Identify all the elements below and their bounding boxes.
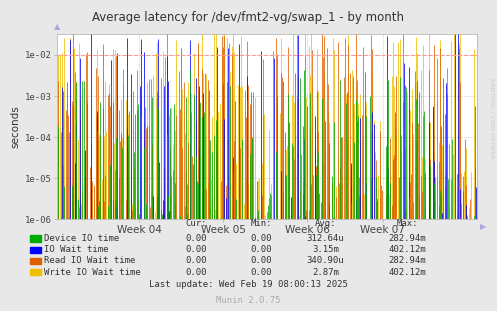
Text: 0.00: 0.00 — [250, 234, 272, 243]
Text: 0.00: 0.00 — [185, 245, 207, 254]
Text: ▶: ▶ — [480, 222, 487, 231]
Text: 2.87m: 2.87m — [312, 268, 339, 276]
Text: Last update: Wed Feb 19 08:00:13 2025: Last update: Wed Feb 19 08:00:13 2025 — [149, 280, 348, 289]
Text: IO Wait time: IO Wait time — [44, 245, 108, 254]
Y-axis label: seconds: seconds — [10, 105, 20, 148]
Text: 312.64u: 312.64u — [307, 234, 344, 243]
Text: 0.00: 0.00 — [250, 257, 272, 265]
Text: Cur:: Cur: — [185, 219, 207, 228]
Text: 3.15m: 3.15m — [312, 245, 339, 254]
Text: Average latency for /dev/fmt2-vg/swap_1 - by month: Average latency for /dev/fmt2-vg/swap_1 … — [92, 11, 405, 24]
Text: 0.00: 0.00 — [185, 268, 207, 276]
Text: 402.12m: 402.12m — [389, 245, 426, 254]
Text: Read IO Wait time: Read IO Wait time — [44, 257, 135, 265]
Text: RRDTOOL / TOBI OETIKER: RRDTOOL / TOBI OETIKER — [490, 78, 495, 159]
Text: Device IO time: Device IO time — [44, 234, 119, 243]
Text: 0.00: 0.00 — [250, 245, 272, 254]
Text: 402.12m: 402.12m — [389, 268, 426, 276]
Text: Max:: Max: — [397, 219, 418, 228]
Text: Avg:: Avg: — [315, 219, 336, 228]
Text: 0.00: 0.00 — [185, 257, 207, 265]
Text: Min:: Min: — [250, 219, 272, 228]
Text: Write IO Wait time: Write IO Wait time — [44, 268, 141, 276]
Text: 282.94m: 282.94m — [389, 234, 426, 243]
Text: ▲: ▲ — [54, 22, 61, 31]
Text: 0.00: 0.00 — [250, 268, 272, 276]
Text: 340.90u: 340.90u — [307, 257, 344, 265]
Text: 0.00: 0.00 — [185, 234, 207, 243]
Text: 282.94m: 282.94m — [389, 257, 426, 265]
Text: Munin 2.0.75: Munin 2.0.75 — [216, 296, 281, 305]
